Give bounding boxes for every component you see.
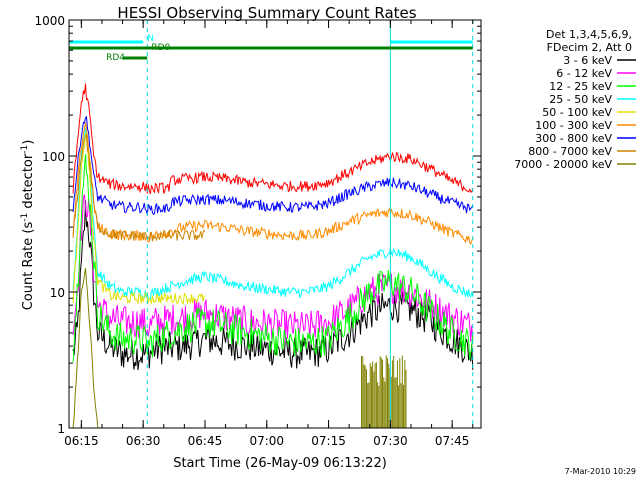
vertical-markers [146, 20, 474, 428]
series-line-1 [72, 194, 474, 343]
x-tick-label: 06:15 [64, 434, 99, 448]
flag-rd0-label: RD0 [151, 43, 170, 53]
legend-header-1: Det 1,3,4,5,6,9, [546, 28, 632, 41]
series-line-6 [72, 115, 474, 216]
y-tick-label: 1 [57, 422, 65, 436]
legend-entry-label: 25 - 50 keV [549, 93, 612, 106]
y-axis-label: Count Rate (s-1 detector-1) [20, 140, 36, 311]
flag-n-label: N [147, 34, 154, 44]
series-line-9 [72, 83, 474, 195]
x-axis: 06:15 06:30 06:45 07:00 07:15 07:30 07:45 [64, 20, 474, 448]
legend-entry-label: 800 - 7000 keV [528, 145, 612, 158]
x-tick-label: 07:30 [373, 434, 408, 448]
legend-entry-label: 7000 - 20000 keV [514, 158, 612, 171]
plot-frame [68, 19, 482, 429]
series-line-2 [72, 154, 474, 363]
legend-entry-label: 3 - 6 keV [563, 54, 612, 67]
chart-title: HESSI Observing Summary Count Rates [117, 4, 416, 22]
series-line-5 [72, 122, 474, 246]
series-layer [72, 83, 474, 428]
legend: Det 1,3,4,5,6,9, FDecim 2, Att 0 3 - 6 k… [514, 28, 636, 171]
legend-entry-label: 12 - 25 keV [549, 80, 612, 93]
legend-entry-label: 100 - 300 keV [535, 119, 612, 132]
x-tick-label: 06:30 [126, 434, 161, 448]
x-tick-label: 07:00 [249, 434, 284, 448]
series-line-0 [72, 200, 474, 371]
flag-rd4-label: RD4 [106, 53, 125, 63]
x-tick-label: 07:45 [435, 434, 470, 448]
y-axis: 1 10 100 1000 [34, 14, 481, 436]
x-tick-label: 06:45 [188, 434, 223, 448]
series-line-4 [72, 132, 206, 305]
series-line-7 [72, 134, 206, 242]
y-tick-label: 100 [42, 150, 65, 164]
legend-entry-label: 300 - 800 keV [535, 132, 612, 145]
x-tick-label: 07:15 [311, 434, 346, 448]
series-line-3 [72, 128, 474, 301]
footer-date: 7-Mar-2010 10:29 [565, 467, 636, 476]
legend-entry-label: 50 - 100 keV [542, 106, 612, 119]
y-tick-label: 10 [50, 286, 65, 300]
legend-entry-label: 6 - 12 keV [556, 67, 612, 80]
x-axis-label: Start Time (26-May-09 06:13:22) [173, 456, 387, 471]
y-tick-label: 1000 [34, 14, 65, 28]
legend-header-2: FDecim 2, Att 0 [547, 41, 632, 54]
